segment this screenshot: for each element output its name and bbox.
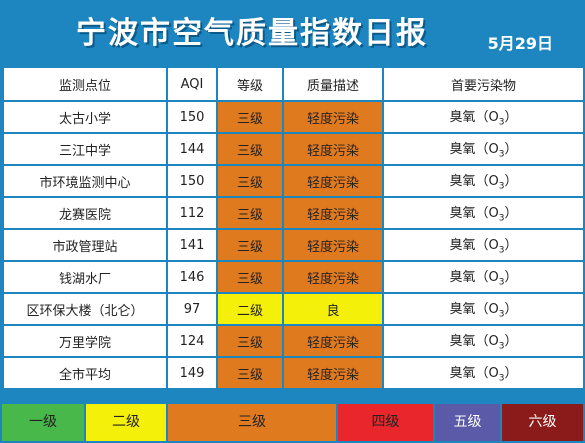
primary-pollutant: 臭氧（O3） — [382, 132, 585, 166]
table-row: 区环保大楼（北仑） 97 二级良臭氧（O3） — [2, 292, 585, 326]
table-row: 三江中学 144 三级 轻度污染 臭氧（O3） — [2, 132, 585, 166]
primary-pollutant: 臭氧（O3） — [382, 324, 585, 358]
header-site: 监测点位 — [2, 66, 168, 102]
site-name: 市环境监测中心 — [2, 164, 168, 198]
aqi-value: 150 — [166, 164, 218, 198]
table-row: 万里学院 124 三级 轻度污染 臭氧（O3） — [2, 324, 585, 358]
pollutant-name: 臭氧（O — [449, 206, 499, 222]
aqi-value: 146 — [166, 260, 218, 294]
quality-description: 轻度污染 — [282, 100, 384, 134]
quality-description: 良 — [282, 292, 384, 326]
primary-pollutant: 臭氧（O3） — [382, 260, 585, 294]
pollutant-name: 臭氧（O — [449, 334, 499, 350]
aqi-value: 150 — [166, 100, 218, 134]
site-name: 区环保大楼（北仑） — [2, 292, 168, 326]
table-row: 市政管理站 141 三级 轻度污染 臭氧（O3） — [2, 228, 585, 262]
aqi-level: 三级 — [216, 356, 284, 390]
legend-item: 一级 — [2, 404, 86, 441]
aqi-level: 三级 — [216, 324, 284, 358]
pollutant-subscript: 3 — [498, 341, 505, 352]
table-row: 太古小学 150 三级 轻度污染 臭氧（O3） — [2, 100, 585, 134]
site-name: 万里学院 — [2, 324, 168, 358]
primary-pollutant: 臭氧（O3） — [382, 100, 585, 134]
pollutant-close: ） — [504, 142, 518, 158]
primary-pollutant: 臭氧（O3） — [382, 292, 585, 326]
legend-item: 五级 — [435, 404, 502, 441]
pollutant-name: 臭氧（O — [449, 366, 499, 382]
pollutant-subscript: 3 — [498, 277, 505, 288]
primary-pollutant: 臭氧（O3） — [382, 164, 585, 198]
primary-pollutant: 臭氧（O3） — [382, 196, 585, 230]
quality-description: 轻度污染 — [282, 196, 384, 230]
report-date: 5月29日 — [487, 34, 553, 53]
pollutant-name: 臭氧（O — [449, 238, 499, 254]
pollutant-name: 臭氧（O — [449, 174, 499, 190]
table-row: 全市平均 149 三级 轻度污染 臭氧（O3） — [2, 356, 585, 390]
primary-pollutant: 臭氧（O3） — [382, 228, 585, 262]
pollutant-subscript: 3 — [498, 181, 505, 192]
pollutant-name: 臭氧（O — [449, 142, 499, 158]
primary-pollutant: 臭氧（O3） — [382, 356, 585, 390]
pollutant-name: 臭氧（O — [449, 270, 499, 286]
pollutant-subscript: 3 — [498, 213, 505, 224]
table-header-row: 监测点位 AQI 等级 质量描述 首要污染物 — [2, 66, 585, 102]
pollutant-subscript: 3 — [498, 117, 505, 128]
quality-description: 轻度污染 — [282, 132, 384, 166]
header-aqi: AQI — [166, 66, 218, 102]
pollutant-subscript: 3 — [498, 149, 505, 160]
aqi-value: 97 — [166, 292, 218, 326]
pollutant-subscript: 3 — [498, 309, 505, 320]
site-name: 钱湖水厂 — [2, 260, 168, 294]
pollutant-name: 臭氧（O — [449, 302, 499, 318]
table-row: 市环境监测中心 150 三级 轻度污染 臭氧（O3） — [2, 164, 585, 198]
pollutant-close: ） — [504, 302, 518, 318]
pollutant-close: ） — [504, 366, 518, 382]
aqi-value: 112 — [166, 196, 218, 230]
legend-item: 四级 — [338, 404, 435, 441]
aqi-value: 144 — [166, 132, 218, 166]
aqi-value: 141 — [166, 228, 218, 262]
site-name: 三江中学 — [2, 132, 168, 166]
legend-item: 二级 — [86, 404, 168, 441]
aqi-table: 监测点位 AQI 等级 质量描述 首要污染物 太古小学 150 三级 轻度污染 臭氧（O… — [2, 66, 585, 390]
legend-item: 六级 — [502, 404, 583, 441]
aqi-level: 三级 — [216, 260, 284, 294]
site-name: 太古小学 — [2, 100, 168, 134]
quality-description: 轻度污染 — [282, 260, 384, 294]
pollutant-close: ） — [504, 334, 518, 350]
page-title: 宁波市空气质量指数日报 — [76, 16, 428, 51]
header-pollutant: 首要污染物 — [382, 66, 585, 102]
pollutant-subscript: 3 — [498, 373, 505, 384]
quality-description: 轻度污染 — [282, 164, 384, 198]
header-level: 等级 — [216, 66, 284, 102]
aqi-value: 124 — [166, 324, 218, 358]
pollutant-close: ） — [504, 270, 518, 286]
aqi-value: 149 — [166, 356, 218, 390]
pollutant-close: ） — [504, 110, 518, 126]
pollutant-name: 臭氧（O — [449, 110, 499, 126]
aqi-level: 三级 — [216, 132, 284, 166]
aqi-level: 三级 — [216, 100, 284, 134]
pollutant-close: ） — [504, 238, 518, 254]
aqi-level: 三级 — [216, 164, 284, 198]
report-header: 宁波市空气质量指数日报 5月29日 — [2, 2, 583, 66]
site-name: 龙赛医院 — [2, 196, 168, 230]
legend-item: 三级 — [168, 404, 338, 441]
level-legend: 一级 二级 三级 四级 五级 六级 — [2, 404, 583, 441]
aqi-level: 三级 — [216, 196, 284, 230]
table-row: 钱湖水厂 146 三级 轻度污染 臭氧（O3） — [2, 260, 585, 294]
quality-description: 轻度污染 — [282, 356, 384, 390]
pollutant-close: ） — [504, 174, 518, 190]
header-desc: 质量描述 — [282, 66, 384, 102]
table-row: 龙赛医院 112 三级 轻度污染 臭氧（O3） — [2, 196, 585, 230]
pollutant-subscript: 3 — [498, 245, 505, 256]
site-name: 市政管理站 — [2, 228, 168, 262]
pollutant-close: ） — [504, 206, 518, 222]
quality-description: 轻度污染 — [282, 228, 384, 262]
aqi-level: 三级 — [216, 228, 284, 262]
quality-description: 轻度污染 — [282, 324, 384, 358]
aqi-level: 二级 — [216, 292, 284, 326]
site-name: 全市平均 — [2, 356, 168, 390]
